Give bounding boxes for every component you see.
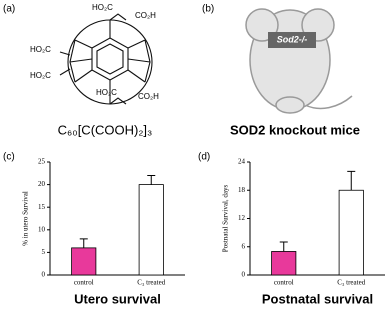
y-tick-label: 6	[242, 242, 246, 250]
x-tick-label: C₃ treated	[337, 279, 365, 287]
mouse-illustration	[245, 8, 353, 114]
bar	[338, 189, 364, 276]
y-tick-label: 24	[238, 158, 246, 166]
error-bar	[147, 175, 156, 185]
bar	[271, 251, 297, 276]
bar	[138, 184, 164, 276]
group-label: HO₂C	[30, 45, 51, 54]
tag-box	[268, 32, 316, 48]
fullerene-structure	[59, 13, 153, 105]
y-tick-label: 0	[242, 271, 246, 279]
group-label: HO₂C	[30, 71, 51, 80]
y-tick-label: 25	[38, 158, 46, 166]
group-label: CO₂H	[138, 92, 159, 101]
group-label: CO₂H	[135, 11, 156, 20]
y-tick-label: 15	[38, 203, 46, 211]
error-bar	[79, 238, 88, 248]
y-tick-label: 20	[38, 180, 46, 188]
x-tick-label: control	[74, 279, 94, 287]
y-tick-label: 12	[238, 214, 246, 222]
y-axis-label: % in utero Survival	[22, 191, 30, 246]
group-label: HO₂C	[96, 88, 117, 97]
panel-caption: C₆₀[C(COOH)₂]₃	[58, 122, 153, 137]
panel-label: (b)	[202, 4, 214, 15]
y-tick-label: 0	[42, 271, 46, 279]
y-tick-label: 5	[42, 248, 46, 256]
tag-label: Sod2-/-	[277, 34, 308, 44]
chart-title: Utero survival	[74, 291, 161, 306]
x-tick-label: control	[274, 279, 294, 287]
error-bar	[347, 170, 356, 191]
group-label: HO₂C	[92, 3, 113, 12]
y-tick-label: 18	[238, 186, 246, 194]
y-tick-label: 10	[38, 225, 46, 233]
y-axis-label: Postnatal Survival, days	[222, 184, 230, 252]
error-bar	[279, 241, 288, 252]
panel-label: (c)	[3, 152, 15, 163]
panel-caption: SOD2 knockout mice	[230, 122, 360, 137]
x-tick-label: C₃ treated	[137, 279, 165, 287]
panel-label: (d)	[198, 152, 210, 163]
chart-title: Postnatal survival	[262, 291, 373, 306]
bar	[71, 247, 97, 276]
panel-label: (a)	[3, 4, 15, 15]
